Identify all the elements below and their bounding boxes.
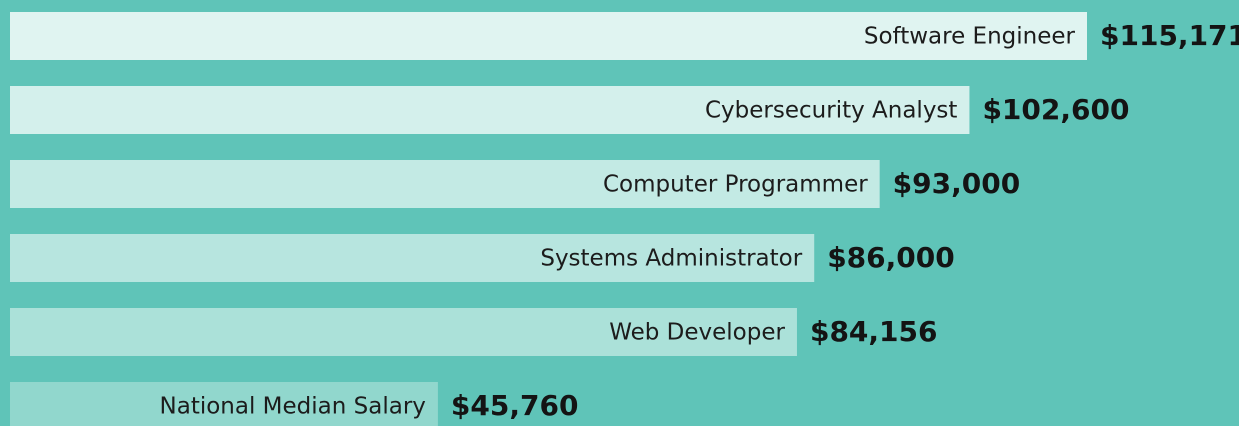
value-label: $45,760 <box>451 389 579 422</box>
value-label: $102,600 <box>982 93 1129 126</box>
value-label: $93,000 <box>893 167 1021 200</box>
bar <box>10 234 815 282</box>
category-label: National Median Salary <box>160 394 426 420</box>
bar <box>10 160 880 208</box>
category-label: Web Developer <box>609 320 785 346</box>
bar <box>10 308 797 356</box>
value-label: $86,000 <box>827 241 955 274</box>
value-label: $84,156 <box>810 315 938 348</box>
value-label: $115,171 <box>1100 19 1239 52</box>
bar <box>10 12 1087 60</box>
category-label: Cybersecurity Analyst <box>705 98 957 124</box>
category-label: Systems Administrator <box>540 246 802 272</box>
bar <box>10 382 438 426</box>
category-label: Software Engineer <box>864 24 1076 50</box>
category-label: Computer Programmer <box>603 172 868 198</box>
bar <box>10 86 970 134</box>
